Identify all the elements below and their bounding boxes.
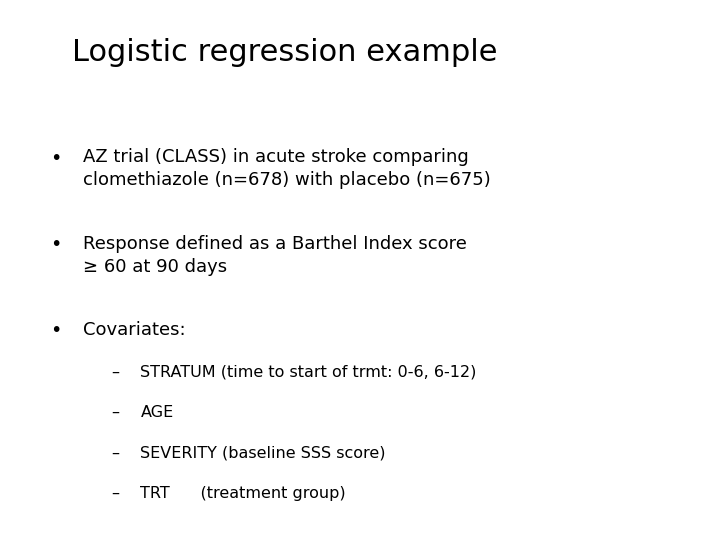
Text: Logistic regression example: Logistic regression example — [72, 38, 498, 67]
Text: –: – — [112, 364, 120, 380]
Text: Response defined as a Barthel Index score
≥ 60 at 90 days: Response defined as a Barthel Index scor… — [83, 235, 467, 276]
Text: •: • — [50, 148, 62, 167]
Text: •: • — [50, 235, 62, 254]
Text: Covariates:: Covariates: — [83, 321, 186, 339]
Text: TRT      (treatment group): TRT (treatment group) — [140, 486, 346, 501]
Text: SEVERITY (baseline SSS score): SEVERITY (baseline SSS score) — [140, 446, 386, 461]
Text: –: – — [112, 405, 120, 420]
Text: AZ trial (CLASS) in acute stroke comparing
clomethiazole (n=678) with placebo (n: AZ trial (CLASS) in acute stroke compari… — [83, 148, 490, 190]
Text: STRATUM (time to start of trmt: 0-6, 6-12): STRATUM (time to start of trmt: 0-6, 6-1… — [140, 364, 477, 380]
Text: –: – — [112, 486, 120, 501]
Text: AGE: AGE — [140, 405, 174, 420]
Text: •: • — [50, 321, 62, 340]
Text: –: – — [112, 446, 120, 461]
